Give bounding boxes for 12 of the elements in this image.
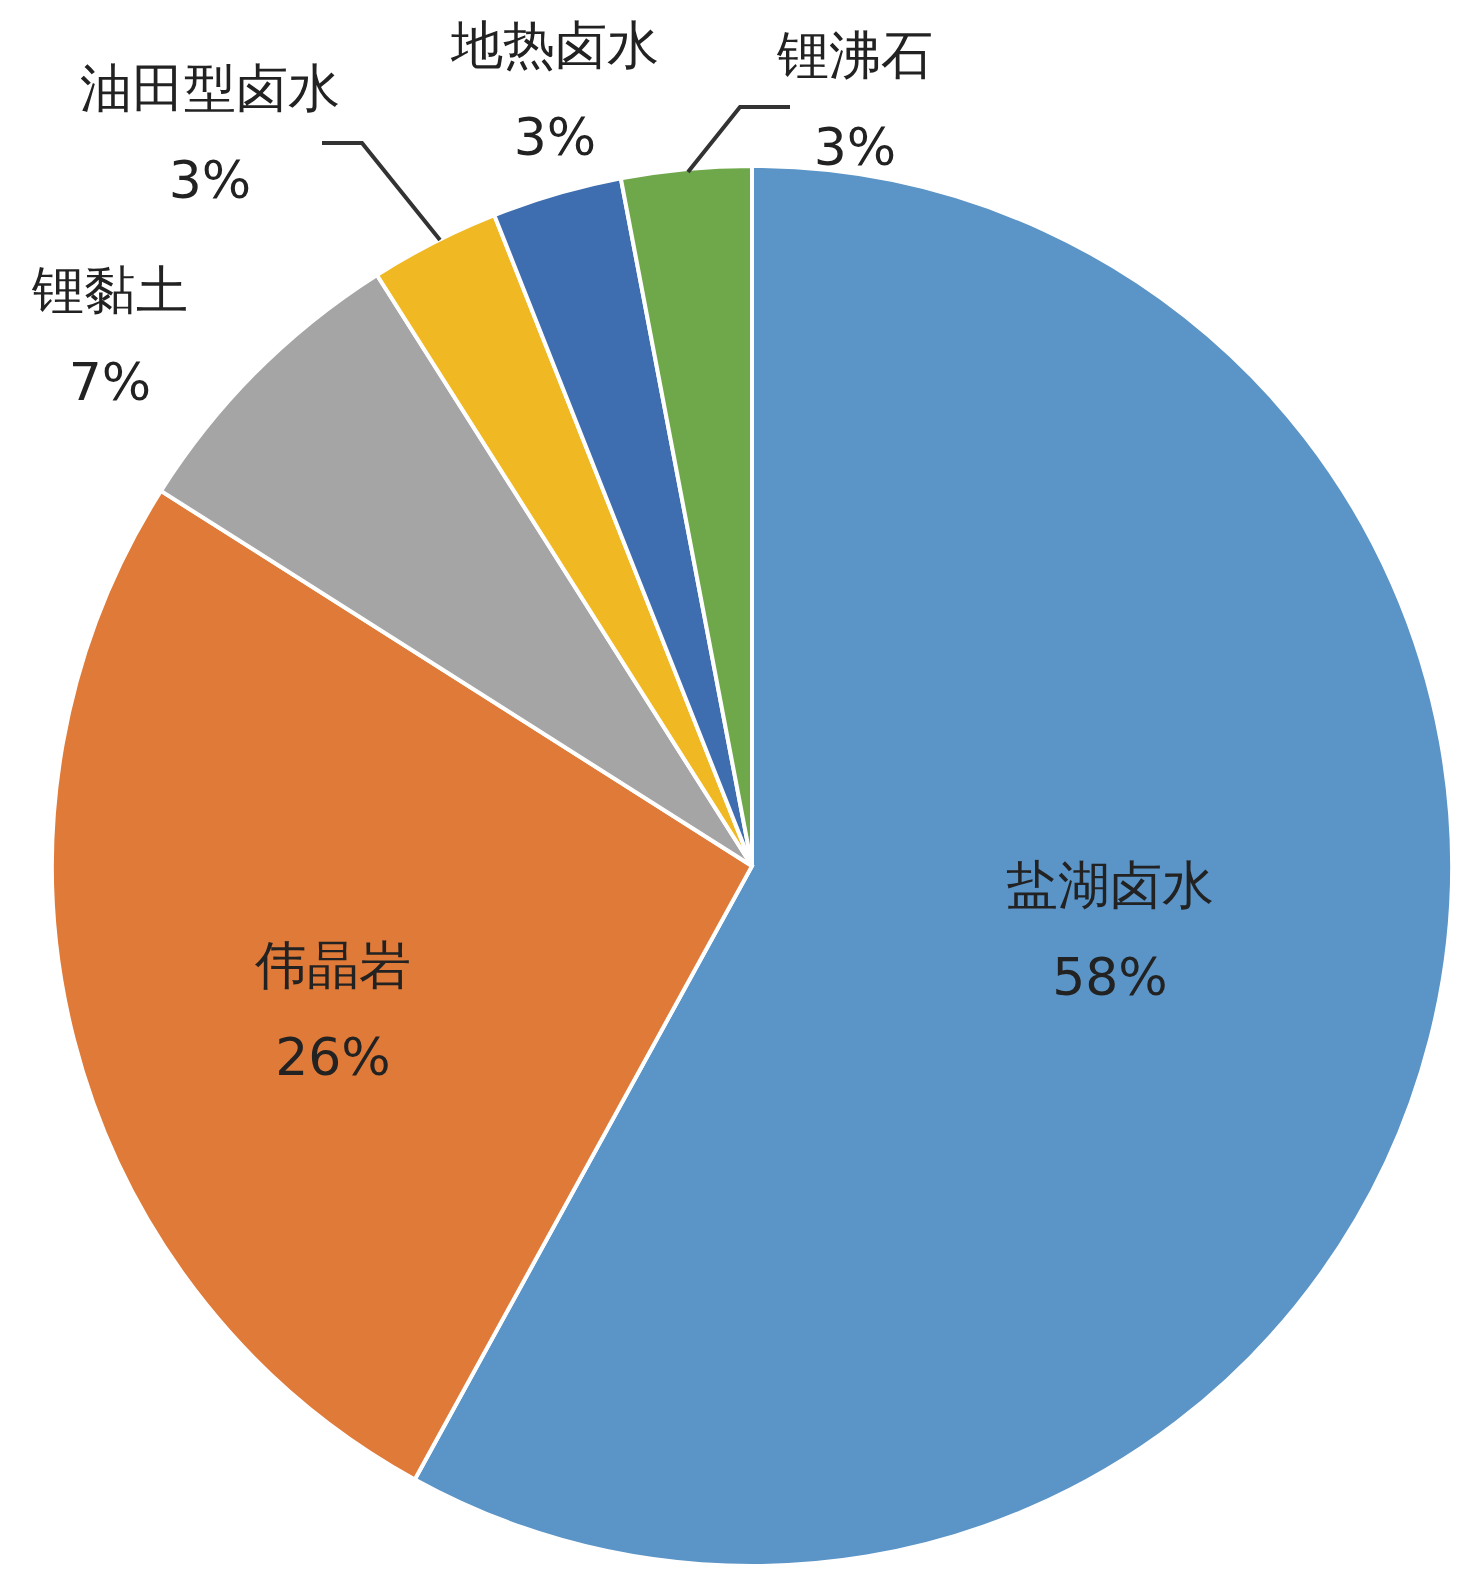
slice-label: 地热卤水 <box>450 15 659 75</box>
data-label: 3% <box>168 150 252 210</box>
slice-label: 油田型卤水 <box>80 58 340 118</box>
data-label: 3% <box>513 107 597 167</box>
slice-label: 锂沸石 <box>776 25 933 85</box>
slice-label: 锂黏土 <box>31 260 188 320</box>
slice-label: 盐湖卤水 <box>1006 855 1214 915</box>
data-label: 7% <box>68 352 152 412</box>
data-label: 58% <box>1052 947 1168 1007</box>
data-label: 26% <box>275 1027 391 1087</box>
slice-label: 伟晶岩 <box>255 935 411 995</box>
data-label: 3% <box>813 117 897 177</box>
